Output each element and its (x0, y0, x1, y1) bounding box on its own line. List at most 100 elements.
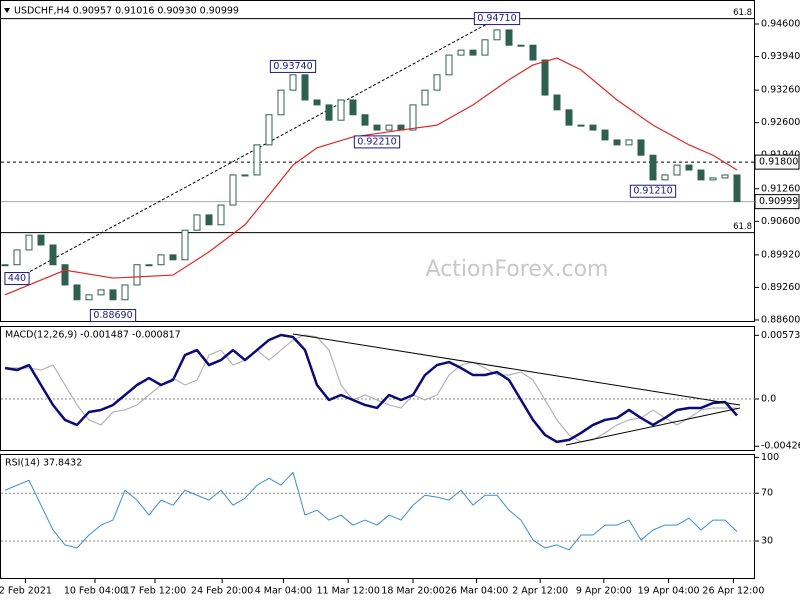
annotation-box (629, 184, 677, 198)
price-box-label: 0.91800 (759, 157, 798, 168)
candle (553, 94, 561, 111)
candle (613, 139, 621, 146)
rsi-title: RSI(14) 37.8432 (5, 458, 82, 469)
candle (49, 244, 57, 266)
symbol-icon (4, 8, 10, 13)
x-tick-label: 24 Feb 20:00 (191, 586, 253, 597)
candle (133, 264, 141, 286)
rsi-panel (0, 454, 755, 579)
candle (481, 39, 489, 56)
x-tick-label: 26 Apr 12:00 (702, 586, 764, 597)
candle (169, 254, 177, 261)
candle (349, 99, 357, 116)
annotation-label: 0.92210 (357, 136, 396, 147)
indicator-line (5, 334, 738, 443)
annotation-label: 440 (8, 273, 26, 284)
x-tick-label: 17 Feb 12:00 (124, 586, 186, 597)
y-tick-label: 0.005739 (761, 330, 800, 341)
candle (589, 124, 597, 131)
annotation-label: 0.94710 (477, 13, 516, 24)
candle (1, 264, 9, 267)
annotation-label: 0.93740 (273, 61, 312, 72)
candle (673, 164, 681, 176)
y-tick-label: 70 (761, 488, 773, 499)
candle (649, 154, 657, 181)
level-label: 61.8 (733, 8, 752, 18)
indicator-line (4, 471, 738, 551)
x-tick-label: 11 Mar 12:00 (316, 586, 379, 597)
candle (109, 289, 117, 301)
x-tick-label: 9 Apr 20:00 (576, 586, 632, 597)
candle (361, 114, 369, 126)
price-box (754, 154, 800, 170)
indicator-line (4, 333, 738, 444)
moving-average (4, 57, 738, 296)
candle (517, 44, 525, 47)
candle (433, 74, 441, 91)
candle (121, 284, 129, 301)
candle (565, 109, 573, 126)
candle (205, 214, 213, 226)
y-tick-label: 0.93940 (761, 51, 800, 62)
x-tick-label: 10 Feb 04:00 (64, 586, 126, 597)
macd-trendline (292, 333, 741, 406)
x-tick-label: 26 Mar 04:00 (445, 586, 508, 597)
candle (625, 139, 633, 146)
candle (325, 104, 333, 121)
candle (313, 99, 321, 106)
candle (469, 49, 477, 56)
chart-title: USDCHF,H4 0.90957 0.91016 0.90930 0.9099… (14, 6, 239, 17)
y-tick-label: 0.90600 (761, 216, 800, 227)
candle (385, 124, 393, 131)
candle (421, 89, 429, 106)
candle (577, 124, 585, 127)
candle (505, 29, 513, 46)
candle (685, 164, 693, 171)
candle (217, 204, 225, 226)
candle (337, 99, 345, 121)
macd-panel (0, 326, 755, 451)
annotation-box (4, 272, 30, 286)
annotation-box (269, 59, 317, 73)
price-box (754, 194, 800, 210)
y-tick-label: 0.93260 (761, 85, 800, 96)
candle (721, 174, 729, 179)
price-box-label: 0.90999 (759, 196, 798, 207)
candle (193, 214, 201, 231)
annotation-box (473, 12, 521, 26)
x-tick-label: 2 Feb 2021 (0, 586, 52, 597)
candle (445, 54, 453, 76)
candle (289, 74, 297, 91)
level-label: 61.8 (733, 222, 752, 232)
y-tick-label: 0.89920 (761, 249, 800, 260)
candle (229, 174, 237, 206)
candle (265, 114, 273, 146)
candle (37, 234, 45, 246)
y-tick-label: 0.89260 (761, 282, 800, 293)
candle (85, 294, 93, 301)
y-tick-label: 0.88600 (761, 314, 800, 325)
y-tick-label: 0.92600 (761, 117, 800, 128)
candle (253, 144, 261, 176)
candle (493, 29, 501, 41)
macd-trendline (565, 407, 741, 446)
candle (25, 234, 33, 251)
candle (733, 174, 741, 203)
candle (601, 129, 609, 141)
candle (13, 249, 21, 266)
candle (97, 289, 105, 296)
y-tick-label: -0.004261 (761, 441, 800, 452)
x-tick-label: 4 Mar 04:00 (255, 586, 312, 597)
annotation-label: 0.91210 (633, 186, 672, 197)
price-panel (0, 0, 755, 322)
candle (697, 169, 705, 181)
candle (61, 264, 69, 286)
candle (637, 139, 645, 156)
annotation-box (89, 309, 137, 323)
candle (241, 174, 249, 177)
candle (409, 104, 417, 131)
annotation-box (353, 135, 401, 149)
x-tick-label: 19 Apr 04:00 (638, 586, 700, 597)
y-tick-label: 0.91260 (761, 183, 800, 194)
